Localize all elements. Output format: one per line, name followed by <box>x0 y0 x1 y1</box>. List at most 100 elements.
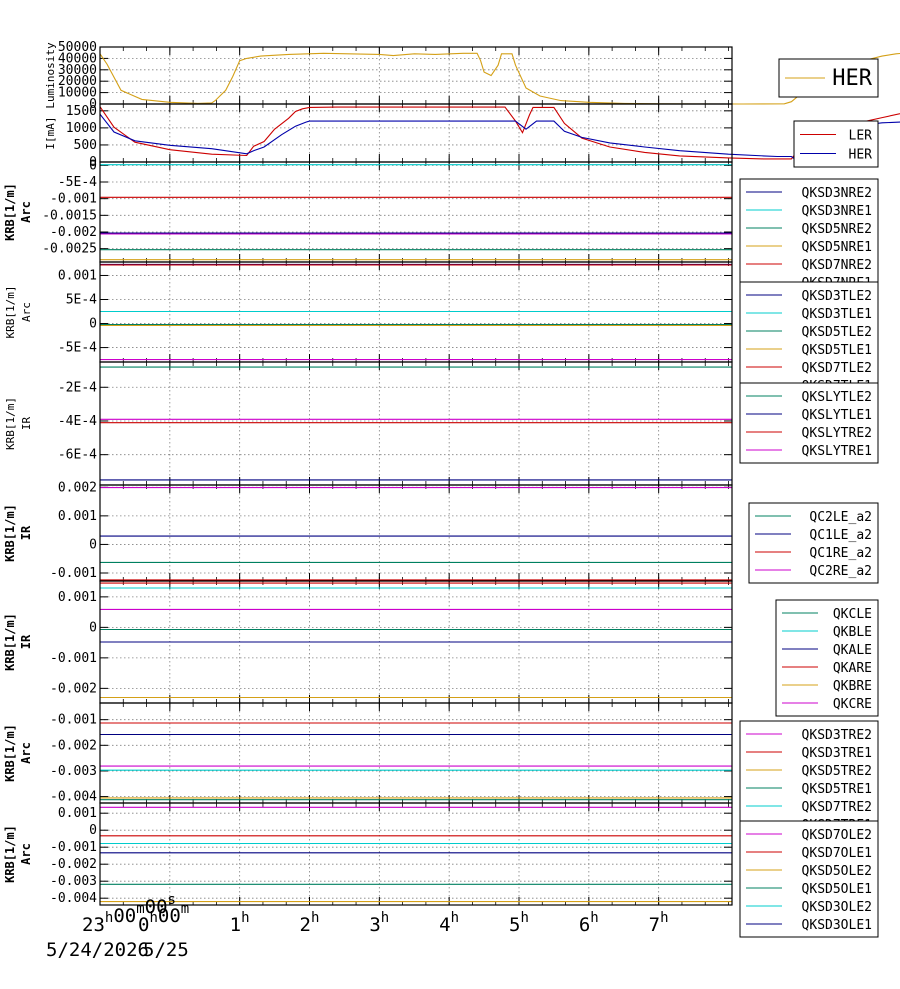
legend-label: QKCRE <box>833 697 872 712</box>
y-tick-label: -0.003 <box>50 764 97 779</box>
x-tick-label: 2h <box>300 910 320 936</box>
y-tick-label: 0.002 <box>58 480 97 495</box>
legend-box <box>739 281 879 399</box>
y-tick-label: -0.001 <box>50 840 97 855</box>
legend-label: QKSLYTLE1 <box>802 408 872 423</box>
y-axis-sublabel: Arc <box>19 201 33 223</box>
legend-label: QKSD5TRE2 <box>802 764 872 779</box>
y-tick-label: -0.001 <box>50 651 97 666</box>
legend-label: LER <box>849 129 873 144</box>
y-tick-label: 50000 <box>58 40 97 55</box>
x-tick-label: 3h <box>369 910 389 936</box>
y-tick-label: -6E-4 <box>58 448 97 463</box>
x-tick-label: 0h00m <box>138 901 189 936</box>
y-axis-label: KRB[1/m] <box>4 397 17 450</box>
y-tick-label: 0 <box>89 537 97 552</box>
legend-label: QKSD3NRE1 <box>802 204 872 219</box>
legend: QKSD7OLE2 QKSD7OLE1 QKSD5OLE2 QKSD5OLE1 QKSD… <box>739 820 879 938</box>
panel-7: 0.001 0 -0.001 -0.002 KRB[1/m] IR <box>3 580 733 704</box>
legend-label: QKALE <box>833 643 872 658</box>
y-axis-label: KRB[1/m] <box>3 613 17 671</box>
plot-frame <box>99 161 733 263</box>
panel-3: 0 -5E-4 -0.001-0.0015 -0.002 -0.0025 KRB[1/m]… <box>3 158 733 263</box>
legend: QKSLYTLE2 QKSLYTLE1 QKSLYTRE2 QKSLYTRE1 <box>739 382 879 464</box>
y-tick-label: -0.002 <box>50 681 97 696</box>
legend-label: QKSD7NRE2 <box>802 258 872 273</box>
legend-label: QC1RE_a2 <box>809 546 872 561</box>
panel-2: 1500 1000 500 0 I[mA] <box>44 103 900 170</box>
y-tick-label: 1500 <box>66 104 97 119</box>
panel-8: -0.001 -0.002 -0.003 -0.004 KRB[1/m] Arc <box>3 702 733 805</box>
plot-frame <box>99 103 733 163</box>
x-tick-label: 6h <box>579 910 599 936</box>
y-tick-label: -0.004 <box>50 790 97 805</box>
y-tick-label: 30000 <box>58 63 97 78</box>
y-axis-sublabel: IR <box>19 634 33 649</box>
panel-9: 0.001 0 -0.001 -0.002 -0.003 -0.004 KRB[1/m] Ar… <box>3 802 733 906</box>
y-tick-label: -0.0015 <box>42 208 97 223</box>
legend-label: QC2LE_a2 <box>809 510 872 525</box>
legend-label: HER <box>849 148 873 163</box>
legend-label: QKSD5TLE2 <box>802 325 872 340</box>
legend-label: QKSD7OLE2 <box>802 828 872 843</box>
panel-4: 0.001 5E-4 0 -5E-4 KRB[1/m] Arc <box>4 261 733 363</box>
y-tick-label: 20000 <box>58 74 97 89</box>
plot-frame <box>99 802 733 906</box>
y-tick-label: 1000 <box>66 121 97 136</box>
legend-label: QKSD5TRE1 <box>802 782 872 797</box>
legend: QKCLE QKBLE QKALE QKARE QKBRE QKCRE <box>775 599 879 717</box>
y-tick-label: -0.002 <box>50 225 97 240</box>
legend-label: QKSD5OLE1 <box>802 882 872 897</box>
legend-label: QKSD3TLE2 <box>802 289 872 304</box>
y-axis-sublabel: IR <box>20 417 33 431</box>
y-tick-label: 0.001 <box>58 509 97 524</box>
legend-label: QKSD3NRE2 <box>802 186 872 201</box>
legend: LER HER <box>793 120 879 168</box>
legend-label: QKSD3TRE2 <box>802 728 872 743</box>
legend-label: QKSD3OLE2 <box>802 900 872 915</box>
legend-box <box>739 720 879 838</box>
y-axis-label: KRB[1/m] <box>3 724 17 782</box>
x-tick-label: 4h <box>439 910 459 936</box>
y-axis-sublabel: Arc <box>19 742 33 764</box>
y-tick-label: 0 <box>89 155 97 170</box>
x-date-right: 5/25 <box>143 939 189 961</box>
x-tick-label: 5h <box>509 910 529 936</box>
legend-label: QKSD7OLE1 <box>802 846 872 861</box>
legend-label: QC1LE_a2 <box>809 528 872 543</box>
legend-label: QKSD3TLE1 <box>802 307 872 322</box>
y-axis-label: KRB[1/m] <box>3 504 17 562</box>
legend-label: QKSD5NRE1 <box>802 240 872 255</box>
plot-frame <box>99 361 733 486</box>
legend-label: QKARE <box>833 661 872 676</box>
y-tick-label: 0.001 <box>58 806 97 821</box>
y-tick-label: 0 <box>89 317 97 332</box>
y-tick-label: 0 <box>89 97 97 112</box>
y-tick-label: -0.002 <box>50 738 97 753</box>
legend-label: QC2RE_a2 <box>809 564 872 579</box>
y-tick-label: 0 <box>89 620 97 635</box>
legend-label: QKSD3OLE1 <box>802 918 872 933</box>
x-tick-label: 23h00m00s <box>82 892 176 936</box>
y-axis-label: I[mA] <box>44 116 57 149</box>
y-tick-label: -0.001 <box>50 713 97 728</box>
legend-label: QKSLYTRE1 <box>802 444 872 459</box>
y-tick-label: 500 <box>74 138 97 153</box>
y-axis-label: KRB[1/m] <box>3 825 17 883</box>
y-tick-label: 0 <box>89 158 97 173</box>
y-axis-sublabel: IR <box>19 525 33 540</box>
y-tick-label: -4E-4 <box>58 414 97 429</box>
legend: QKSD3TLE2 QKSD3TLE1 QKSD5TLE2 QKSD5TLE1 QKSD… <box>739 281 879 399</box>
series-line-HER <box>99 113 900 163</box>
panel-5: -2E-4 -4E-4 -6E-4 KRB[1/m] IR <box>4 361 733 486</box>
legend: HER <box>778 58 879 98</box>
legend-label: QKSD5NRE2 <box>802 222 872 237</box>
y-tick-label: 5E-4 <box>66 293 97 308</box>
legend: QKSD3NRE2 QKSD3NRE1 QKSD5NRE2 QKSD5NRE1 QKSD… <box>739 178 879 296</box>
y-tick-label: -0.0025 <box>42 242 97 257</box>
series-line-LER <box>99 106 900 160</box>
x-tick-label: 1h <box>230 910 250 936</box>
legend-label: QKSD7TRE2 <box>802 800 872 815</box>
